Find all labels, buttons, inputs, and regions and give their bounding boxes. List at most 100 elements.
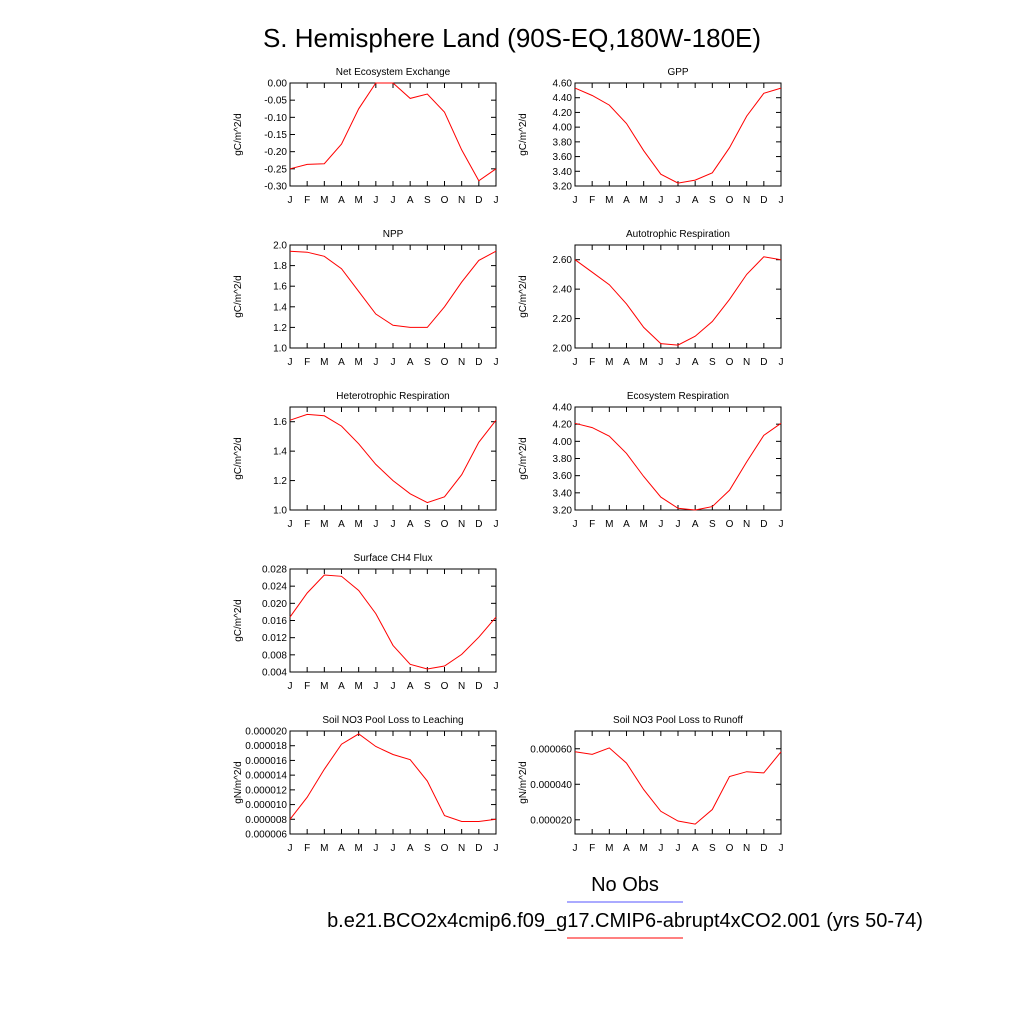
y-tick-label: 4.00 — [553, 437, 573, 448]
plot-frame — [574, 730, 782, 835]
y-tick-label: -0.25 — [264, 164, 287, 175]
x-tick-label: M — [354, 681, 362, 692]
y-tick-label: 1.0 — [273, 344, 287, 355]
x-tick-label: A — [338, 843, 345, 854]
panel-title: Autotrophic Respiration — [626, 229, 730, 240]
x-tick-label: M — [320, 195, 328, 206]
x-tick-label: M — [320, 843, 328, 854]
x-tick-label: J — [779, 519, 784, 530]
x-tick-label: N — [743, 519, 750, 530]
figure-title: S. Hemisphere Land (90S-EQ,180W-180E) — [263, 23, 761, 53]
x-tick-label: A — [407, 357, 414, 368]
x-tick-label: M — [605, 195, 613, 206]
y-axis-label: gC/m^2/d — [233, 275, 244, 318]
x-tick-label: F — [304, 843, 310, 854]
plot-frame — [289, 406, 497, 511]
plot-frame — [574, 406, 782, 511]
y-tick-label: 1.8 — [273, 261, 287, 272]
y-tick-label: 4.40 — [553, 403, 573, 414]
x-tick-label: A — [623, 843, 630, 854]
x-tick-label: D — [760, 195, 767, 206]
x-tick-label: M — [354, 195, 362, 206]
legend-label-obs: No Obs — [591, 874, 659, 896]
y-tick-label: 0.000006 — [245, 830, 287, 841]
y-tick-label: 3.60 — [553, 471, 573, 482]
y-axis-label: gC/m^2/d — [233, 113, 244, 156]
x-tick-label: M — [320, 357, 328, 368]
x-tick-label: N — [743, 843, 750, 854]
x-tick-label: D — [475, 357, 482, 368]
x-tick-label: O — [726, 519, 734, 530]
x-tick-label: F — [589, 195, 595, 206]
x-tick-label: J — [658, 843, 663, 854]
panel-title: NPP — [383, 229, 404, 240]
x-tick-label: M — [639, 843, 647, 854]
y-tick-label: 0.008 — [262, 650, 287, 661]
y-tick-label: 3.40 — [553, 167, 573, 178]
panel-title: Heterotrophic Respiration — [336, 391, 449, 402]
y-tick-label: -0.05 — [264, 96, 287, 107]
y-axis-label: gC/m^2/d — [518, 113, 529, 156]
y-tick-label: 0.000040 — [530, 780, 572, 791]
x-tick-label: M — [354, 357, 362, 368]
x-tick-label: J — [658, 357, 663, 368]
x-tick-label: J — [391, 681, 396, 692]
plot-frame — [574, 82, 782, 187]
x-tick-label: J — [288, 843, 293, 854]
x-tick-label: M — [605, 357, 613, 368]
y-tick-label: 4.00 — [553, 123, 573, 134]
x-tick-label: M — [639, 357, 647, 368]
x-tick-label: S — [424, 195, 431, 206]
x-tick-label: F — [589, 357, 595, 368]
y-tick-label: 4.20 — [553, 108, 573, 119]
y-tick-label: 0.000060 — [530, 744, 572, 755]
legend: No Obs b.e21.BCO2x4cmip6.f09_g17.CMIP6-a… — [327, 874, 923, 939]
x-tick-label: A — [338, 681, 345, 692]
x-tick-label: N — [458, 357, 465, 368]
x-tick-label: J — [573, 357, 578, 368]
plot-frame — [289, 244, 497, 349]
x-tick-label: O — [726, 357, 734, 368]
x-tick-label: A — [623, 357, 630, 368]
y-tick-label: 1.2 — [273, 476, 287, 487]
series-line — [574, 747, 782, 825]
x-tick-label: A — [692, 357, 699, 368]
x-tick-label: J — [779, 843, 784, 854]
x-tick-label: S — [709, 843, 716, 854]
plot-frame — [289, 730, 497, 835]
y-tick-label: 1.0 — [273, 506, 287, 517]
x-tick-label: D — [475, 681, 482, 692]
x-tick-label: J — [494, 195, 499, 206]
x-tick-label: A — [407, 681, 414, 692]
x-tick-label: F — [304, 195, 310, 206]
y-tick-label: 2.60 — [553, 255, 573, 266]
x-tick-label: O — [441, 519, 449, 530]
panel-title: GPP — [667, 67, 688, 78]
x-tick-label: M — [320, 519, 328, 530]
y-tick-label: -0.30 — [264, 182, 287, 193]
y-tick-label: 0.020 — [262, 599, 287, 610]
y-tick-label: 0.000008 — [245, 815, 287, 826]
x-tick-label: S — [424, 519, 431, 530]
x-tick-label: J — [288, 681, 293, 692]
x-tick-label: J — [373, 519, 378, 530]
series-line — [289, 574, 497, 670]
y-tick-label: 0.000020 — [530, 815, 572, 826]
y-tick-label: 1.6 — [273, 282, 287, 293]
x-tick-label: M — [354, 843, 362, 854]
x-tick-label: O — [726, 195, 734, 206]
x-tick-label: O — [441, 681, 449, 692]
x-tick-label: A — [623, 195, 630, 206]
x-tick-label: J — [779, 357, 784, 368]
x-tick-label: J — [373, 195, 378, 206]
x-tick-label: M — [639, 195, 647, 206]
x-tick-label: S — [424, 357, 431, 368]
x-tick-label: J — [391, 843, 396, 854]
x-tick-label: S — [424, 843, 431, 854]
x-tick-label: F — [589, 843, 595, 854]
y-tick-label: 3.20 — [553, 506, 573, 517]
